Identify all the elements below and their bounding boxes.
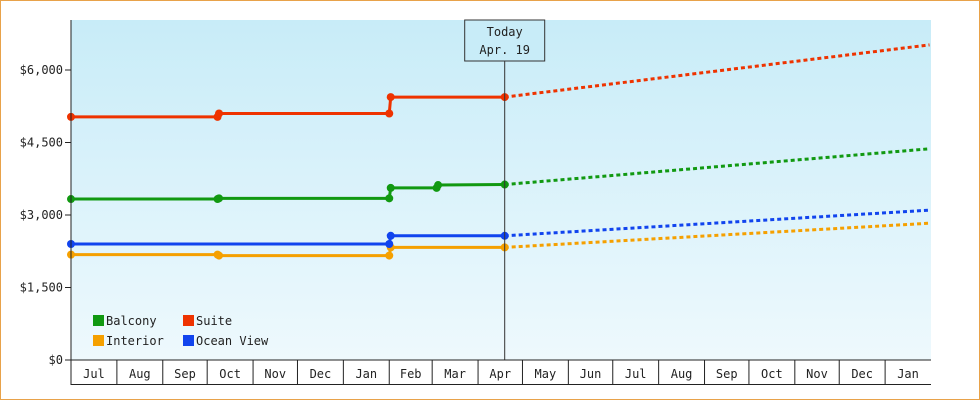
x-tick-label: Nov (806, 367, 828, 381)
legend-swatch (183, 315, 194, 326)
legend-swatch (183, 335, 194, 346)
data-point (215, 194, 224, 203)
x-tick-label: Jul (83, 367, 105, 381)
x-tick-label: May (535, 367, 557, 381)
data-point (215, 109, 224, 118)
today-label-box (464, 19, 546, 62)
legend-label: Balcony (106, 314, 157, 328)
x-axis: Jul Aug Sep Oct Nov Dec Jan Feb Mar Apr May Jun Jul A… (66, 359, 931, 385)
x-tick-label: Mar (444, 367, 466, 381)
x-tick-label: Jan (897, 367, 919, 381)
series-layer (67, 43, 930, 260)
series-line (71, 245, 505, 258)
legend-label: Interior (106, 334, 164, 348)
series-forecast-line (504, 43, 930, 99)
today-date-label: Apr. 19 (479, 43, 530, 57)
data-point (385, 109, 394, 118)
y-tick-label: $4,500 (20, 136, 63, 150)
y-tick-label: $1,500 (20, 281, 63, 295)
x-tick-label: Oct (219, 367, 241, 381)
today-marker: Today Apr. 19 (464, 19, 546, 360)
x-tick-label: Dec (851, 367, 873, 381)
x-tick-label: Apr (489, 367, 511, 381)
data-point (386, 231, 395, 240)
data-point (385, 251, 394, 260)
x-tick-label: Aug (129, 367, 151, 381)
x-tick-label: Nov (264, 367, 286, 381)
y-tick-label: $3,000 (20, 208, 63, 222)
x-tick-label: Jun (580, 367, 602, 381)
x-tick-label: Sep (716, 367, 738, 381)
y-tick-label: $0 (49, 353, 63, 367)
data-point (386, 93, 395, 102)
legend-swatch (93, 335, 104, 346)
x-tick-label: Aug (671, 367, 693, 381)
series-forecast-line (504, 147, 930, 187)
legend-label: Ocean View (196, 334, 269, 348)
x-tick-label: Jan (355, 367, 377, 381)
series-forecast-line (504, 208, 930, 238)
series-line (71, 95, 505, 119)
x-tick-label: Feb (400, 367, 422, 381)
y-tick-label: $6,000 (20, 63, 63, 77)
legend: Balcony Suite Interior Ocean View (93, 314, 269, 348)
data-point (215, 251, 224, 260)
plot-area (71, 20, 931, 360)
y-axis: $0 $1,500 $3,000 $4,500 $6,000 (20, 20, 72, 385)
x-tick-label: Jul (625, 367, 647, 381)
x-tick-label: Oct (761, 367, 783, 381)
x-tick-label: Sep (174, 367, 196, 381)
today-label: Today (487, 25, 523, 39)
series-forecast-line (504, 221, 930, 249)
legend-label: Suite (196, 314, 232, 328)
data-point (385, 240, 394, 248)
x-tick-label: Dec (310, 367, 332, 381)
data-point (434, 181, 443, 190)
legend-swatch (93, 315, 104, 326)
data-point (385, 194, 394, 203)
data-point (386, 183, 395, 192)
